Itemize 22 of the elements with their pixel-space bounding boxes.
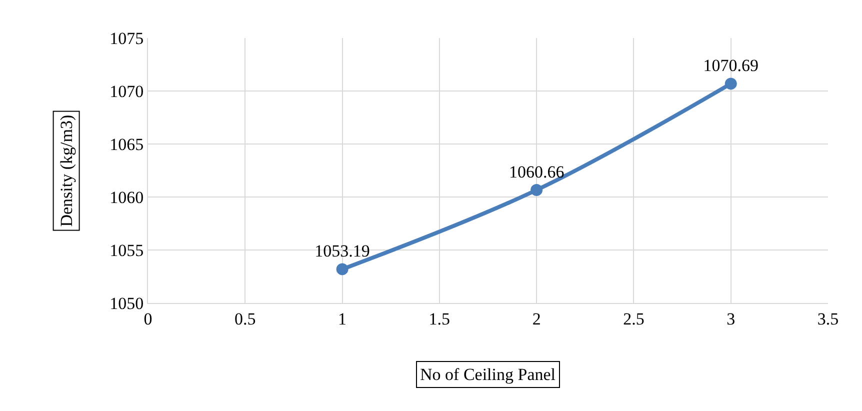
point xyxy=(336,263,348,276)
y-tick-label: 1075 xyxy=(110,28,144,48)
point xyxy=(724,78,737,90)
y-tick-label: 1060 xyxy=(110,188,144,207)
x-tick-label: 3 xyxy=(726,309,736,328)
x-tick-label: 2.5 xyxy=(623,309,644,328)
x-tick-label: 0.5 xyxy=(234,309,256,328)
x-tick-label: 1 xyxy=(338,309,347,328)
y-tick-label: 1070 xyxy=(110,82,144,101)
data-label: 1060.66 xyxy=(508,162,564,182)
data-label: 1053.19 xyxy=(314,241,370,260)
x-tick-label: 2 xyxy=(532,309,541,328)
y-tick-label: 1055 xyxy=(110,240,144,260)
x-tick-label: 0 xyxy=(144,309,152,328)
y-tick-label: 1050 xyxy=(110,294,144,313)
y-axis-title: Density (kg/m3) xyxy=(56,114,76,227)
x-tick-label: 1.5 xyxy=(428,309,450,328)
x-tick-label: 3.5 xyxy=(817,309,839,328)
y-tick-label: 1065 xyxy=(110,134,144,154)
data-label: 1070.69 xyxy=(703,56,758,75)
point xyxy=(530,184,543,196)
x-axis-title: No of Ceiling Panel xyxy=(420,365,556,384)
